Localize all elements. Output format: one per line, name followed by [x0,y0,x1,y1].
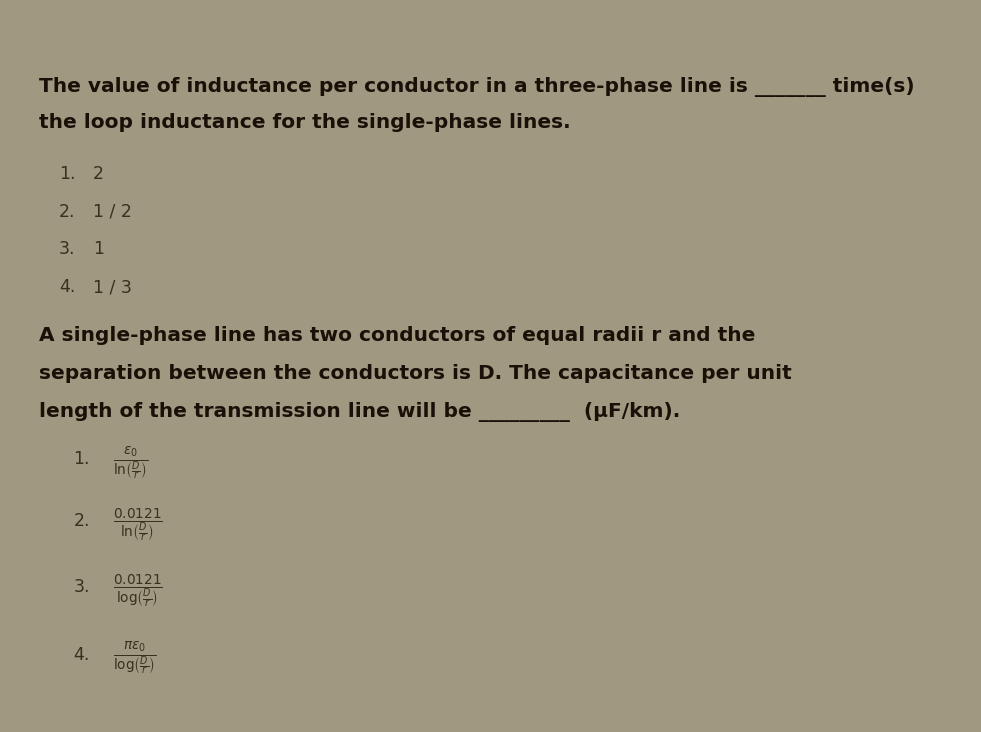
Text: length of the transmission line will be _________  (μF/km).: length of the transmission line will be … [39,402,681,422]
Text: 1.: 1. [59,165,76,183]
Text: 2: 2 [93,165,104,183]
Text: 3.: 3. [59,240,76,258]
Text: $\frac{\pi\varepsilon_0}{\mathrm{log}\left(\frac{D}{r}\right)}$: $\frac{\pi\varepsilon_0}{\mathrm{log}\le… [113,640,157,677]
Text: separation between the conductors is D. The capacitance per unit: separation between the conductors is D. … [39,364,792,383]
Text: 2.: 2. [59,203,76,221]
Text: $\frac{0.0121}{\mathrm{ln}\left(\frac{D}{r}\right)}$: $\frac{0.0121}{\mathrm{ln}\left(\frac{D}… [113,507,163,543]
Text: 1: 1 [93,240,104,258]
Text: $\frac{\varepsilon_0}{\mathrm{ln}\left(\frac{D}{r}\right)}$: $\frac{\varepsilon_0}{\mathrm{ln}\left(\… [113,444,148,482]
Text: 2.: 2. [74,512,90,531]
Text: 4.: 4. [74,646,90,664]
Text: 1 / 3: 1 / 3 [93,278,132,296]
Text: 4.: 4. [59,278,76,296]
Text: The value of inductance per conductor in a three-phase line is _______ time(s): The value of inductance per conductor in… [39,77,915,97]
Text: the loop inductance for the single-phase lines.: the loop inductance for the single-phase… [39,113,571,132]
Text: 3.: 3. [74,578,90,597]
Text: 1.: 1. [74,450,90,468]
Text: $\frac{0.0121}{\mathrm{log}\left(\frac{D}{r}\right)}$: $\frac{0.0121}{\mathrm{log}\left(\frac{D… [113,572,163,609]
Text: A single-phase line has two conductors of equal radii r and the: A single-phase line has two conductors o… [39,326,755,345]
Text: 1 / 2: 1 / 2 [93,203,132,221]
